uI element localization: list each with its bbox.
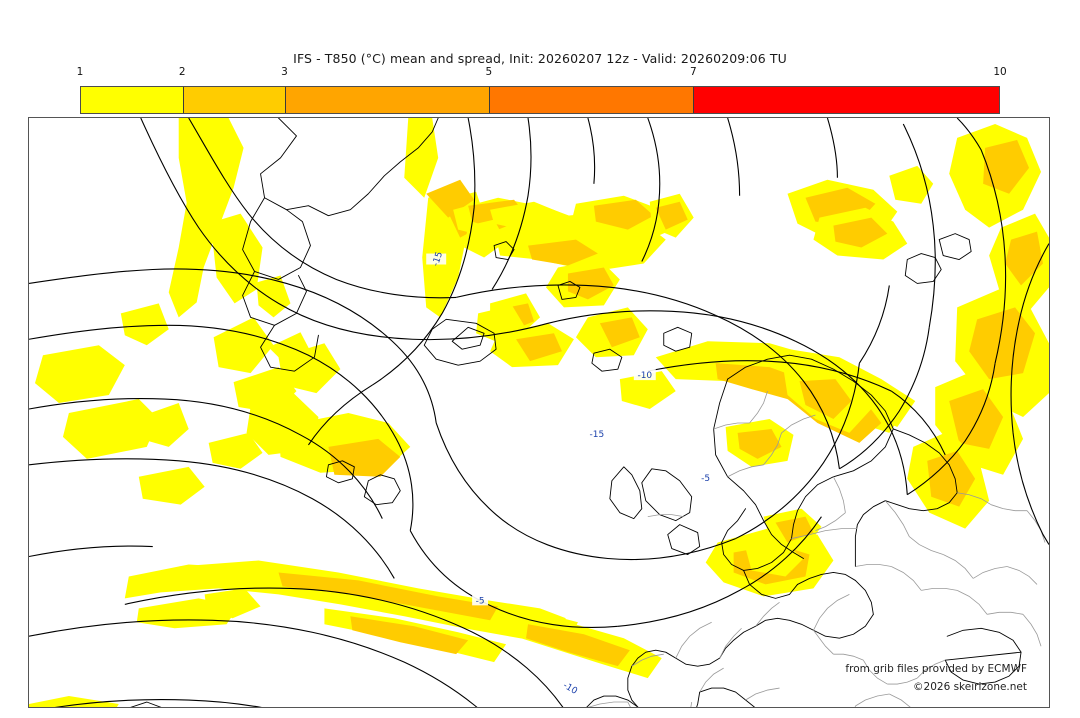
copyright-attribution: ©2026 skeirizone.net xyxy=(913,681,1027,693)
svg-text:-5: -5 xyxy=(701,474,710,484)
svg-text:-5: -5 xyxy=(476,596,485,606)
data-source-attribution: from grib files provided by ECMWF xyxy=(845,663,1027,675)
contour-label: -5 xyxy=(697,471,714,484)
colorbar-tick-label: 7 xyxy=(689,66,697,78)
colorbar-segment-1 xyxy=(81,87,184,113)
svg-text:-10: -10 xyxy=(637,371,652,381)
colorbar-tick-label: 2 xyxy=(178,66,186,78)
colorbar-segment-3 xyxy=(286,87,491,113)
colorbar-tick-label: 10 xyxy=(993,66,1007,78)
colorbar-tick-label: 5 xyxy=(485,66,493,78)
colorbar-tick-label: 1 xyxy=(76,66,84,78)
colorbar-tick-label: 3 xyxy=(281,66,288,78)
contour-label: -15 xyxy=(585,427,608,440)
contour-label: -15 xyxy=(426,251,447,268)
map-frame[interactable]: -15 -10 -15 -5 -5 xyxy=(28,117,1050,708)
colorbar-segment-5 xyxy=(694,87,1000,113)
contour-label-layer: -15 -10 -15 -5 -5 xyxy=(426,251,714,697)
spread-shading-layer xyxy=(29,118,1049,707)
colorbar-container: 1 2 3 5 7 10 xyxy=(77,66,1007,114)
colorbar-segment-2 xyxy=(183,87,287,113)
page-title: IFS - T850 (°C) mean and spread, Init: 2… xyxy=(293,51,787,66)
svg-text:-15: -15 xyxy=(431,251,445,268)
contour-label: -10 xyxy=(633,369,656,381)
svg-text:-15: -15 xyxy=(590,430,605,440)
map-canvas: -15 -10 -15 -5 -5 xyxy=(29,118,1049,707)
coastline-layer xyxy=(130,118,1022,707)
colorbar-segment-4 xyxy=(490,87,695,113)
contour-label: -10 xyxy=(559,681,582,697)
contour-layer xyxy=(29,118,1049,707)
spread-colorbar xyxy=(80,86,1000,114)
country-border-layer xyxy=(587,390,1046,707)
contour-label: -5 xyxy=(472,594,489,606)
